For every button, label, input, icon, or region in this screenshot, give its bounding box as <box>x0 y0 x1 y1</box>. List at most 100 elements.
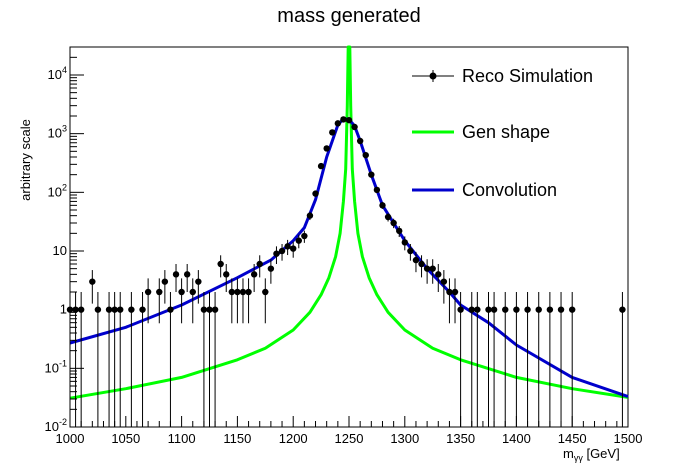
reco-data-point <box>546 292 554 427</box>
reco-data-point <box>278 243 286 261</box>
reco-data-point <box>323 145 330 152</box>
data-marker <box>245 288 252 296</box>
data-marker <box>384 213 392 221</box>
convolution-curve-layer <box>69 117 629 399</box>
convolution-line <box>69 117 629 399</box>
x-tick-label: 1150 <box>223 431 251 446</box>
y-tick-label: 10-1 <box>45 358 67 375</box>
data-marker <box>306 212 314 219</box>
reco-data-point <box>401 236 408 251</box>
reco-data-point <box>178 278 185 324</box>
reco-data-point <box>139 292 146 427</box>
x-axis-title-main: m <box>563 446 574 461</box>
reco-data-point <box>440 270 448 304</box>
reco-data-point <box>144 278 152 324</box>
reco-data-point <box>295 234 302 249</box>
data-marker <box>513 306 520 313</box>
data-marker <box>267 265 275 272</box>
reco-data-point <box>502 292 509 427</box>
data-marker <box>345 116 353 124</box>
data-marker <box>440 278 448 285</box>
data-marker <box>485 306 492 313</box>
data-marker <box>94 306 102 313</box>
reco-data-point <box>211 292 219 427</box>
reco-data-point <box>167 292 174 427</box>
data-marker <box>451 288 459 296</box>
data-marker <box>423 265 431 272</box>
data-marker <box>128 306 135 313</box>
legend-label: Gen shape <box>462 122 550 142</box>
reco-data-point <box>228 278 236 324</box>
data-marker <box>195 278 202 285</box>
data-marker <box>200 306 208 313</box>
data-marker <box>334 120 342 127</box>
reco-data-point <box>373 186 381 194</box>
y-tick-label: 103 <box>48 124 67 141</box>
data-marker <box>273 250 280 257</box>
x-tick-label: 1450 <box>558 431 587 446</box>
reco-data-point <box>105 292 113 427</box>
reco-data-point <box>94 292 102 427</box>
reco-data-point <box>412 251 420 273</box>
reco-data-point <box>396 225 403 238</box>
reco-data-point <box>312 190 319 197</box>
reco-data-point <box>172 264 180 293</box>
data-marker <box>172 271 180 278</box>
reco-data-point <box>485 292 492 427</box>
legend-item-gen-shape: Gen shape <box>412 122 550 142</box>
reco-data-point <box>290 241 297 258</box>
x-tick-label: 1000 <box>56 431 85 446</box>
reco-data-point <box>329 129 336 136</box>
data-marker <box>278 247 286 255</box>
legend: Reco Simulation Gen shape Convolution <box>412 66 593 200</box>
reco-data-point <box>513 292 520 427</box>
reco-data-point <box>451 278 459 324</box>
x-axis: 1000 1050 1100 1150 1200 1250 1300 1350 1400 1450… <box>56 416 642 446</box>
reco-data-point <box>156 278 163 324</box>
reco-data-point <box>301 230 308 243</box>
data-marker <box>178 288 185 296</box>
reco-data-point <box>206 292 213 427</box>
data-marker <box>362 151 369 159</box>
data-marker <box>340 116 347 123</box>
data-marker <box>256 260 263 268</box>
reco-data-point <box>524 292 531 427</box>
data-marker <box>474 306 481 313</box>
reco-data-point <box>245 278 252 324</box>
y-tick-exponent: 2 <box>62 182 67 192</box>
data-marker <box>117 306 124 313</box>
reco-data-point <box>379 202 386 209</box>
reco-data-point <box>384 213 392 222</box>
data-marker <box>156 288 163 296</box>
y-tick-exponent: -1 <box>59 358 67 368</box>
reco-data-point <box>429 259 436 284</box>
reco-data-point <box>468 292 475 427</box>
data-marker <box>161 278 169 285</box>
reco-data-point <box>490 292 498 427</box>
y-tick-label: 102 <box>48 182 67 199</box>
legend-label: Reco Simulation <box>462 66 593 86</box>
y-tick-label: 1 <box>60 302 67 317</box>
data-marker <box>295 237 302 244</box>
x-axis-title-subscript: γγ <box>574 453 584 463</box>
data-marker <box>317 162 325 170</box>
data-marker <box>619 306 626 313</box>
reco-data-point <box>569 292 576 427</box>
data-marker <box>89 278 96 285</box>
data-marker <box>206 306 213 313</box>
reco-data-point <box>418 255 425 278</box>
data-marker <box>524 306 531 313</box>
data-marker <box>262 288 269 296</box>
legend-label: Convolution <box>462 180 557 200</box>
reco-data-point <box>340 116 347 123</box>
data-marker <box>368 171 375 178</box>
data-marker <box>111 306 118 313</box>
reco-data-point <box>161 270 169 304</box>
x-tick-label: 1100 <box>168 431 196 446</box>
reco-data-point <box>362 151 369 159</box>
data-marker <box>323 145 330 152</box>
plot-area <box>69 46 629 428</box>
reco-data-point <box>351 123 358 131</box>
reco-data-point <box>273 246 280 265</box>
